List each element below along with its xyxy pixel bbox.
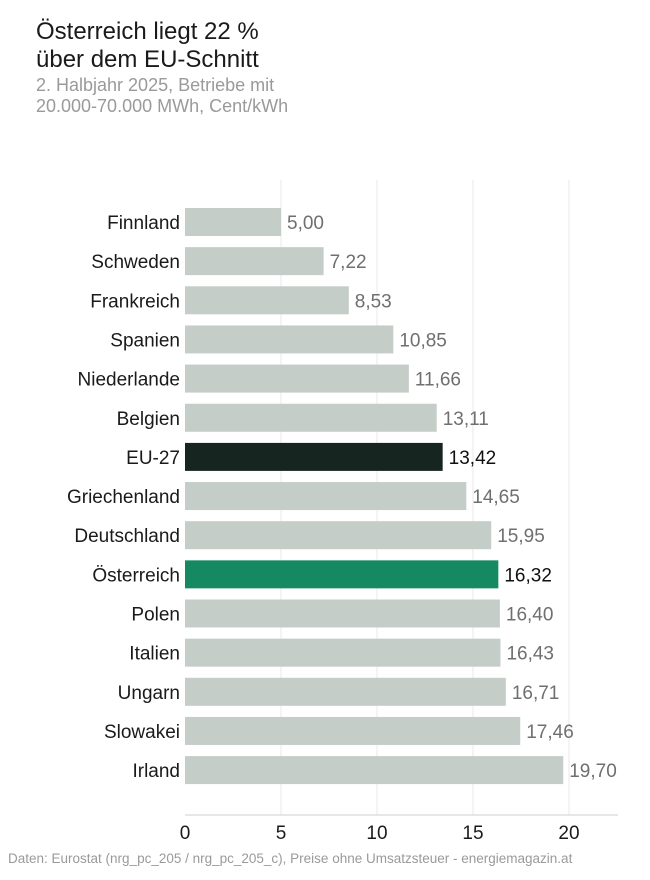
- value-label-9: 16,32: [504, 565, 552, 586]
- value-label-10: 16,40: [506, 605, 554, 626]
- category-label-6: EU-27: [126, 448, 180, 469]
- value-label-5: 13,11: [443, 409, 489, 430]
- category-label-14: Irland: [132, 761, 180, 782]
- x-tick-label-4: 20: [558, 823, 579, 844]
- category-label-3: Spanien: [110, 330, 180, 351]
- bars: [185, 208, 564, 785]
- value-label-8: 15,95: [497, 526, 545, 547]
- category-label-9: Österreich: [92, 565, 180, 586]
- value-label-1: 7,22: [330, 252, 367, 273]
- category-labels: Finnland Schweden Frankreich Spanien Niederl…: [67, 213, 180, 782]
- value-label-13: 17,46: [526, 722, 574, 743]
- x-tick-label-1: 5: [276, 823, 287, 844]
- category-label-13: Slowakei: [104, 722, 180, 743]
- bar-5: [185, 403, 437, 432]
- bar-2: [185, 286, 349, 315]
- bar-12: [185, 677, 506, 706]
- bar-7: [185, 482, 467, 511]
- value-label-3: 10,85: [399, 330, 447, 351]
- chart-title-line-2: über dem EU-Schnitt: [36, 46, 259, 73]
- category-label-4: Niederlande: [78, 370, 180, 391]
- bar-10: [185, 599, 500, 628]
- bar-6: [185, 442, 443, 471]
- category-label-1: Schweden: [91, 252, 180, 273]
- x-tick-label-0: 0: [180, 823, 191, 844]
- value-label-11: 16,43: [506, 644, 554, 665]
- bar-9: [185, 560, 499, 589]
- category-label-5: Belgien: [117, 409, 180, 430]
- value-label-14: 19,70: [569, 761, 617, 782]
- category-label-2: Frankreich: [90, 291, 180, 312]
- source-footer: Daten: Eurostat (nrg_pc_205 / nrg_pc_205…: [8, 851, 573, 866]
- chart-subtitle-line-2: 20.000-70.000 MWh, Cent/kWh: [36, 96, 289, 116]
- bar-14: [185, 756, 564, 785]
- chart-subtitle: 2. Halbjahr 2025, Betriebe mit 20.000-70…: [36, 75, 288, 117]
- bar-1: [185, 247, 324, 276]
- value-label-0: 5,00: [287, 213, 324, 234]
- value-label-12: 16,71: [512, 683, 560, 704]
- category-label-0: Finnland: [107, 213, 180, 234]
- category-label-8: Deutschland: [74, 526, 180, 547]
- category-label-12: Ungarn: [118, 683, 180, 704]
- bar-8: [185, 521, 492, 550]
- x-axis: 0 5 10 15 20: [180, 814, 618, 844]
- bar-0: [185, 208, 281, 236]
- chart-title: Österreich liegt 22 % über dem EU-Schnit…: [36, 18, 259, 74]
- bar-11: [185, 638, 501, 667]
- value-label-6: 13,42: [449, 448, 497, 469]
- chart-subtitle-line-1: 2. Halbjahr 2025, Betriebe mit: [36, 75, 275, 95]
- chart-title-line-1: Österreich liegt 22 %: [36, 18, 259, 45]
- x-tick-label-3: 15: [462, 823, 483, 844]
- bar-4: [185, 364, 409, 393]
- category-label-10: Polen: [131, 605, 180, 626]
- value-labels: 5,00 7,22 8,53 10,85 11,66 13,11 13,42 14,65 15,…: [287, 213, 617, 782]
- value-label-7: 14,65: [472, 487, 520, 508]
- bar-13: [185, 716, 521, 745]
- category-label-11: Italien: [129, 644, 180, 665]
- value-label-2: 8,53: [355, 291, 392, 312]
- x-tick-label-2: 10: [366, 823, 387, 844]
- category-label-7: Griechenland: [67, 487, 180, 508]
- value-label-4: 11,66: [415, 370, 461, 391]
- bar-3: [185, 325, 394, 354]
